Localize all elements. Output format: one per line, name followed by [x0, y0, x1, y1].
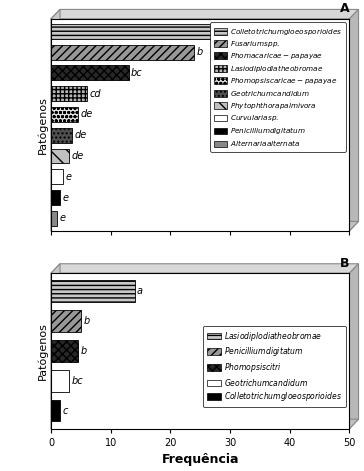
Bar	[51, 340, 78, 362]
Bar	[51, 45, 194, 59]
Bar	[51, 211, 57, 226]
Text: bc: bc	[131, 68, 143, 78]
Y-axis label: Patógenos: Patógenos	[38, 96, 48, 154]
Text: a: a	[340, 26, 346, 36]
Bar	[51, 310, 81, 332]
Bar	[51, 370, 69, 391]
Text: B: B	[340, 257, 349, 270]
Bar	[51, 128, 72, 143]
Y-axis label: Patógenos: Patógenos	[38, 322, 48, 380]
Bar	[51, 280, 135, 302]
Legend: $\it{Lasiodiplodia theobromae}$, $\it{Penicillium digitatum}$, $\it{Phomopsis ci: $\it{Lasiodiplodia theobromae}$, $\it{Pe…	[203, 326, 346, 407]
Text: a: a	[137, 286, 143, 296]
Text: b: b	[83, 316, 90, 326]
Text: c: c	[62, 406, 68, 416]
Legend: $\it{Colletotrichum gloeosporioides}$, $\it{Fusarium spp.}$, $\it{Phoma caricae-: $\it{Colletotrichum gloeosporioides}$, $…	[210, 23, 346, 152]
Bar	[51, 400, 60, 422]
Text: de: de	[80, 109, 92, 120]
Text: cd: cd	[89, 89, 101, 98]
Bar	[51, 86, 87, 101]
Text: de: de	[74, 130, 87, 140]
Bar	[51, 169, 63, 184]
Bar	[51, 24, 337, 39]
Text: de: de	[71, 151, 83, 161]
Text: e: e	[65, 172, 71, 182]
Text: e: e	[59, 213, 65, 223]
Bar	[51, 65, 128, 81]
Bar	[51, 190, 60, 205]
Bar	[51, 107, 78, 122]
X-axis label: Frequência: Frequência	[162, 453, 239, 466]
Text: A: A	[340, 1, 349, 15]
Bar	[51, 148, 69, 163]
Text: bc: bc	[71, 376, 83, 386]
Text: b: b	[80, 346, 87, 356]
Text: e: e	[62, 193, 68, 203]
Text: b: b	[197, 47, 203, 57]
